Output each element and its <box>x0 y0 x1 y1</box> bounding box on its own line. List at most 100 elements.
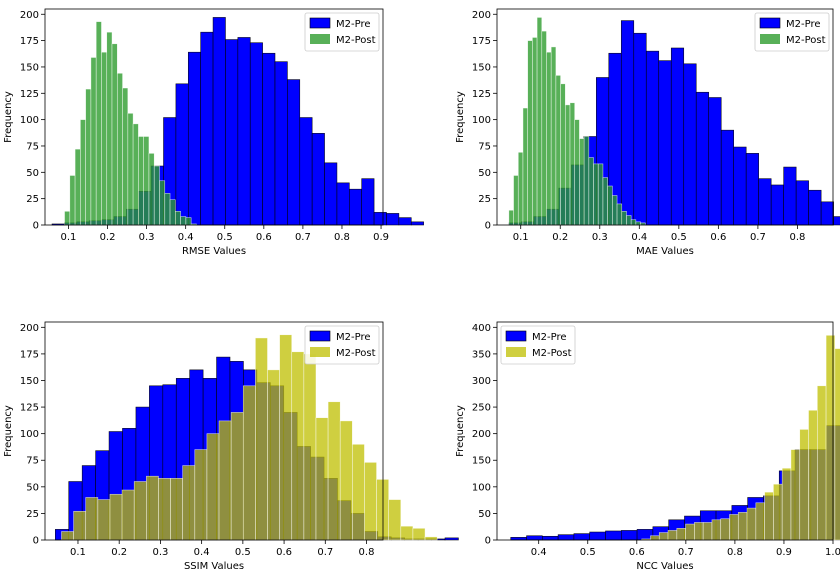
histogram-bar <box>64 211 71 226</box>
x-tick-label: 0.5 <box>671 232 687 243</box>
histogram-bar <box>116 72 123 226</box>
histogram-bar <box>164 193 171 226</box>
x-tick-label: 0.1 <box>60 232 76 243</box>
histogram-bar <box>645 50 660 226</box>
y-tick-label: 25 <box>26 194 39 205</box>
y-axis-label: Frequency <box>455 91 466 143</box>
histogram-bar <box>720 518 730 541</box>
histogram-bar <box>573 533 590 541</box>
histogram-bar <box>311 133 325 226</box>
x-tick-label: 0.9 <box>373 232 389 243</box>
legend-label: M2-Post <box>786 35 826 46</box>
y-tick-label: 100 <box>472 115 491 126</box>
y-tick-label: 75 <box>478 141 491 152</box>
y-tick-label: 250 <box>472 403 491 414</box>
y-tick-label: 125 <box>20 403 39 414</box>
legend-label: M2-Post <box>336 348 376 359</box>
histogram-bar <box>336 182 350 226</box>
x-tick-label: 0.8 <box>727 547 743 558</box>
x-tick-label: 0.6 <box>710 232 726 243</box>
series-m2-post <box>64 21 197 226</box>
y-tick-label: 0 <box>33 536 39 547</box>
histogram-bar <box>349 188 363 226</box>
y-tick-label: 350 <box>472 349 491 360</box>
x-tick-label: 0.3 <box>592 232 608 243</box>
axes-frame <box>44 8 384 226</box>
histogram-bar <box>95 21 102 226</box>
y-tick-label: 100 <box>20 115 39 126</box>
histogram-bar <box>242 385 256 541</box>
histogram-bar <box>175 83 189 226</box>
histogram-bar <box>206 433 220 541</box>
x-tick-label: 0.8 <box>789 232 805 243</box>
y-axis-label: Frequency <box>3 91 14 143</box>
histogram-bar <box>588 157 594 226</box>
histogram-bar <box>291 351 305 541</box>
histogram-bar <box>746 507 757 541</box>
histogram-bar <box>352 443 365 541</box>
x-tick-label: 0.2 <box>552 232 568 243</box>
histogram-bar <box>85 497 99 541</box>
legend: M2-Pre M2-Post <box>754 12 830 52</box>
histogram-bar <box>158 478 171 541</box>
x-tick-label: 0.4 <box>194 547 210 558</box>
histogram-bar <box>795 180 809 226</box>
histogram-bar <box>398 217 412 226</box>
histogram-bar <box>170 478 183 541</box>
histogram-bar <box>593 163 599 226</box>
chart-panel-1: 0.1 0.2 0.3 0.4 0.5 0.6 0.7 0.8 0.9 0 25 50 75 100 125… <box>3 8 424 257</box>
histogram-bar <box>658 60 672 226</box>
series-m2-post <box>641 334 840 541</box>
histogram-bar <box>612 195 618 226</box>
histogram-bar <box>303 353 317 541</box>
legend-label: M2-Pre <box>336 332 371 343</box>
legend-label: M2-Pre <box>786 19 821 30</box>
y-tick-label: 50 <box>26 482 39 493</box>
histogram-bar <box>299 117 313 226</box>
legend: M2-Pre M2-Post <box>500 325 576 365</box>
histogram-bar <box>694 522 704 541</box>
x-tick-label: 0.4 <box>178 232 194 243</box>
histogram-bar <box>101 51 108 226</box>
histogram-bar <box>255 337 268 541</box>
y-tick-label: 50 <box>478 509 491 520</box>
histogram-bar <box>212 17 226 226</box>
histogram-bar <box>218 420 232 541</box>
histogram-bar <box>676 527 686 541</box>
legend-label: M2-Pre <box>336 19 371 30</box>
histogram-bar <box>557 534 575 541</box>
histogram-bar <box>536 17 543 226</box>
y-tick-label: 125 <box>20 89 39 100</box>
histogram-bar <box>339 420 353 541</box>
histogram-bar <box>194 449 208 541</box>
histogram-bar <box>412 527 426 541</box>
histogram-bar <box>825 334 836 541</box>
histogram-bar <box>620 530 638 541</box>
x-tick-label: 0.8 <box>359 547 375 558</box>
histogram-bar <box>90 57 97 226</box>
histogram-bar <box>324 162 338 226</box>
x-tick-label: 0.7 <box>295 232 311 243</box>
x-tick-label: 0.5 <box>217 232 233 243</box>
y-tick-label: 0 <box>485 221 491 232</box>
histogram-bar <box>262 52 276 226</box>
histogram-bar <box>185 217 192 226</box>
legend-label: M2-Post <box>336 35 376 46</box>
histogram-bar <box>364 462 377 541</box>
histogram-bar <box>517 152 524 226</box>
histogram-bar <box>607 185 613 226</box>
histogram-bar <box>565 104 571 226</box>
histogram-bar <box>111 43 118 226</box>
x-tick-label: 0.4 <box>531 547 547 558</box>
x-tick-label: 0.3 <box>139 232 155 243</box>
x-tick-label: 0.4 <box>631 232 647 243</box>
histogram-bar <box>781 467 792 541</box>
y-tick-label: 0 <box>485 536 491 547</box>
histogram-bar <box>187 51 201 226</box>
histogram-bar <box>267 369 280 541</box>
x-tick-label: 0.7 <box>750 232 766 243</box>
y-tick-label: 125 <box>472 89 491 100</box>
y-tick-label: 100 <box>20 429 39 440</box>
x-axis-label: NCC Values <box>636 561 693 572</box>
